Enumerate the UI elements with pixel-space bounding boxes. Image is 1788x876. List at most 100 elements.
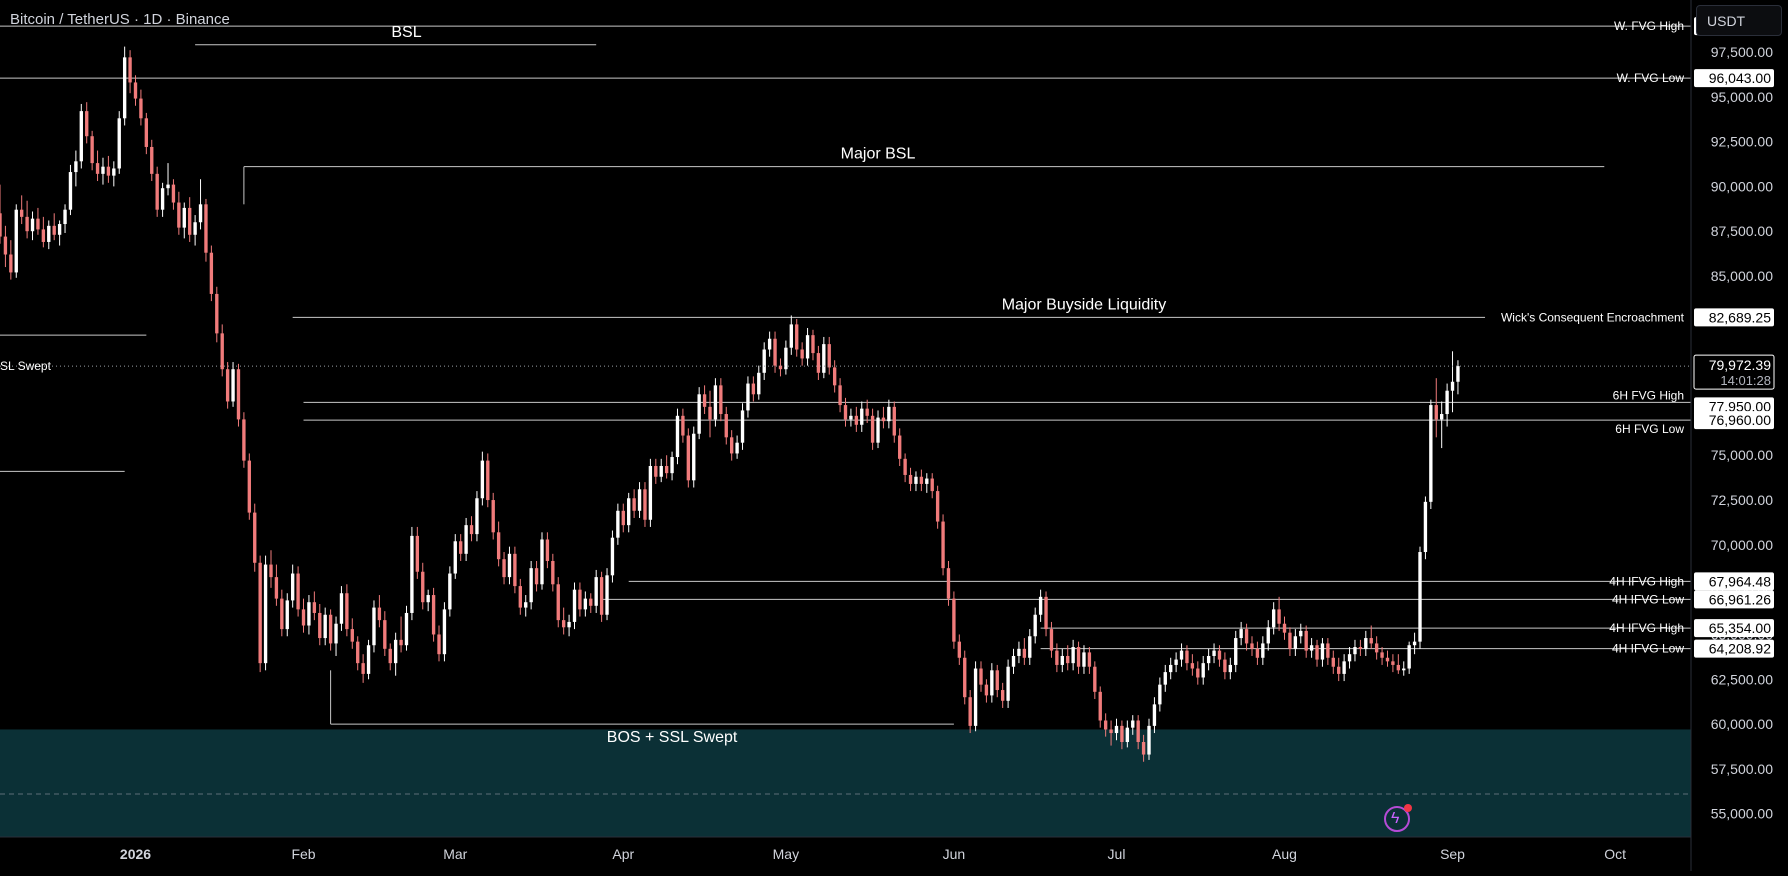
candle-body bbox=[160, 188, 165, 210]
candle-body bbox=[1288, 632, 1292, 649]
candle-body bbox=[1093, 666, 1097, 692]
candle-body bbox=[675, 415, 680, 458]
price-tag-name: 4H IFVG Low bbox=[1612, 592, 1684, 606]
candle-body bbox=[1022, 648, 1027, 658]
candle-body bbox=[263, 564, 268, 664]
candle-body bbox=[106, 166, 111, 176]
candle-body bbox=[486, 460, 490, 501]
candle-body bbox=[984, 684, 989, 696]
candle-body bbox=[702, 394, 707, 407]
candle-body bbox=[730, 437, 734, 454]
candle-body bbox=[805, 335, 810, 359]
candle-body bbox=[1418, 552, 1422, 642]
candle-body bbox=[404, 612, 409, 646]
candle-body bbox=[1060, 655, 1064, 665]
candle-body bbox=[1076, 647, 1081, 667]
candle-body bbox=[253, 512, 257, 563]
candle-body bbox=[578, 589, 582, 610]
candle-body bbox=[166, 184, 170, 189]
price-axis[interactable]: 55,000.0057,500.0060,000.0062,500.0065,0… bbox=[1711, 44, 1773, 822]
candle-body bbox=[372, 607, 376, 646]
price-tick-label: 72,500.00 bbox=[1711, 492, 1773, 508]
candle-body bbox=[1038, 596, 1043, 615]
candle-body bbox=[1011, 655, 1016, 667]
candle-body bbox=[30, 218, 35, 232]
candle-body bbox=[361, 663, 365, 674]
candle-body bbox=[832, 367, 837, 386]
candle-body bbox=[334, 623, 338, 644]
candle-body bbox=[973, 668, 978, 726]
candle-body bbox=[1374, 643, 1379, 653]
candle-body bbox=[247, 460, 251, 513]
candle-body bbox=[1304, 630, 1308, 651]
candle-body bbox=[274, 577, 279, 599]
candle-body bbox=[41, 229, 46, 242]
candle-body bbox=[448, 573, 452, 610]
price-tag-name: 6H FVG Low bbox=[1615, 422, 1684, 436]
candle-body bbox=[318, 612, 322, 639]
lightning-icon: ϟ bbox=[1391, 810, 1400, 827]
price-tag-value: 96,043.00 bbox=[1709, 70, 1771, 86]
candle-body bbox=[1109, 729, 1113, 734]
candle-body bbox=[464, 525, 468, 554]
candle-body bbox=[838, 385, 842, 406]
left-label: SL Swept bbox=[0, 359, 52, 373]
candle-body bbox=[383, 620, 387, 649]
candle-body bbox=[437, 634, 441, 655]
candle-body bbox=[1315, 645, 1319, 660]
candle-body bbox=[637, 489, 642, 511]
flash-icon[interactable]: ϟ bbox=[1384, 804, 1412, 832]
candle-body bbox=[930, 478, 934, 492]
candle-body bbox=[1255, 648, 1260, 658]
time-axis[interactable]: 2026 Feb Mar Apr May Jun Jul Aug Sep Oct bbox=[120, 846, 1626, 862]
candle-body bbox=[1212, 650, 1216, 656]
time-tick-label: Oct bbox=[1604, 846, 1626, 862]
candle-body bbox=[285, 600, 289, 630]
candle-body bbox=[1347, 654, 1352, 662]
candle-body bbox=[854, 415, 859, 425]
candle-body bbox=[1066, 655, 1070, 664]
candle-body bbox=[1261, 643, 1265, 658]
candle-body bbox=[1299, 630, 1303, 637]
candle-body bbox=[1450, 381, 1455, 391]
candle-body bbox=[85, 111, 89, 137]
candle-body bbox=[800, 349, 804, 359]
candle-body bbox=[209, 252, 214, 294]
candle-body bbox=[1131, 720, 1135, 728]
candle-body bbox=[3, 236, 8, 255]
price-tag-value: 82,689.25 bbox=[1709, 309, 1771, 325]
candle-body bbox=[659, 465, 663, 477]
candle-body bbox=[1163, 672, 1167, 685]
candle-body bbox=[1087, 652, 1092, 667]
currency-button[interactable]: USDT bbox=[1696, 5, 1782, 36]
candle-body bbox=[746, 383, 750, 411]
candle-body bbox=[90, 136, 94, 164]
time-tick-label: Jun bbox=[943, 846, 966, 862]
price-tag-box bbox=[1694, 619, 1774, 638]
candle-body bbox=[1228, 664, 1232, 673]
candle-body bbox=[79, 111, 83, 162]
price-tick-label: 75,000.00 bbox=[1711, 447, 1773, 463]
candle-body bbox=[1196, 668, 1200, 678]
candle-body bbox=[63, 209, 67, 225]
candle-body bbox=[1044, 596, 1048, 630]
price-tick-label: 60,000.00 bbox=[1711, 716, 1773, 732]
candle-body bbox=[1103, 720, 1108, 730]
candle-body bbox=[1169, 664, 1173, 673]
candle-body bbox=[757, 372, 761, 395]
candle-body bbox=[789, 324, 793, 348]
candle-body bbox=[1006, 666, 1010, 701]
candle-body bbox=[323, 614, 327, 639]
candle-body bbox=[681, 415, 685, 436]
notification-dot-icon bbox=[1404, 804, 1412, 812]
candle-body bbox=[1190, 663, 1195, 669]
candle-body bbox=[19, 209, 24, 217]
candle-body bbox=[1174, 659, 1178, 665]
candle-body bbox=[1434, 405, 1438, 420]
candle-body bbox=[1364, 638, 1368, 649]
candle-body bbox=[735, 442, 739, 454]
price-tag-box bbox=[1694, 411, 1774, 430]
countdown-timer: 14:01:28 bbox=[1720, 373, 1771, 388]
